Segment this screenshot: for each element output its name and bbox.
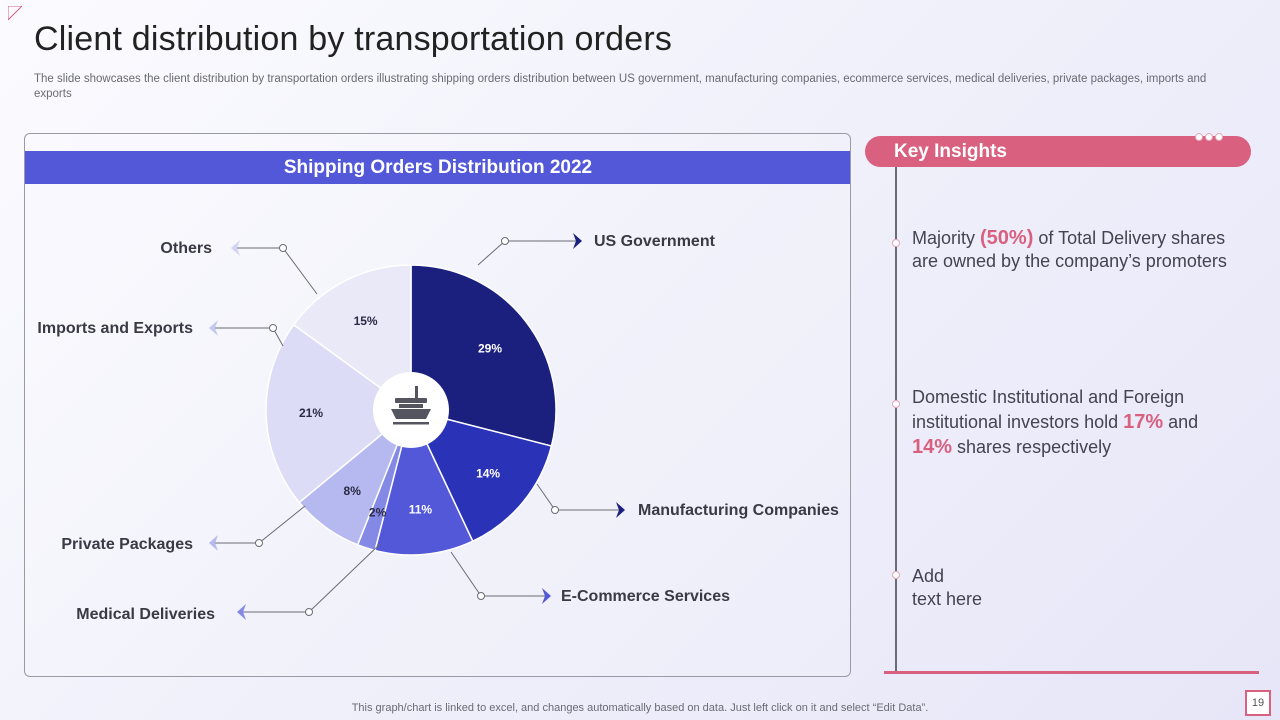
slice-value-label: 11% (409, 503, 433, 517)
category-label: Private Packages (61, 536, 193, 553)
pie-slice-5[interactable] (265, 323, 413, 504)
insights-timeline (895, 167, 897, 672)
slice-value-label: 29% (478, 342, 502, 356)
chart-title: Shipping Orders Distribution 2022 (25, 151, 850, 184)
slice-value-label: 2% (369, 506, 387, 520)
leader-line (213, 505, 306, 544)
leader-node (477, 592, 485, 600)
arrow-icon (231, 240, 240, 256)
cargo-ship-icon (391, 386, 431, 425)
footer-note: This graph/chart is linked to excel, and… (351, 702, 929, 714)
leader-line (477, 240, 578, 266)
leader-node (501, 237, 509, 245)
leader-node (279, 244, 287, 252)
pie-slice-6[interactable] (292, 264, 412, 412)
category-label: US Government (594, 233, 716, 250)
pie-slice-1[interactable] (409, 408, 553, 543)
category-label: Manufacturing Companies (638, 502, 839, 519)
insight-marker (892, 400, 900, 408)
key-insights-header: Key Insights (865, 136, 1251, 167)
page-number: 19 (1245, 690, 1271, 716)
slice-value-label: 15% (354, 314, 378, 328)
arrow-icon (542, 588, 551, 604)
page-subtitle: The slide showcases the client distribut… (34, 73, 1207, 100)
insight-marker (892, 571, 900, 579)
insights-bottom-rule (884, 671, 1259, 674)
insight-item-2: Domestic Institutional and Foreign insti… (912, 387, 1199, 458)
pie-chart[interactable]: 29% 14% 11% 2% 8% 21% 15% US Government Manufact… (25, 134, 851, 677)
pie-slice-2[interactable] (374, 407, 474, 556)
slice-value-label: 21% (299, 406, 323, 420)
slice-value-label: 8% (344, 484, 362, 498)
insight-item-3[interactable]: Add text here (912, 566, 983, 609)
leader-line (450, 551, 547, 597)
key-insights-panel: Key Insights Majority (50%) of Total Del… (864, 133, 1264, 678)
arrow-icon (616, 502, 625, 518)
category-label: Medical Deliveries (76, 606, 215, 623)
leader-node (255, 539, 263, 547)
corner-triangle-icon (8, 6, 22, 20)
insight-marker (892, 239, 900, 247)
arrow-icon (209, 320, 218, 336)
arrow-icon (573, 233, 582, 249)
category-label: Imports and Exports (37, 320, 193, 337)
slice-value-label: 14% (476, 467, 500, 481)
arrow-icon (237, 604, 246, 620)
page-title: Client distribution by transportation or… (34, 20, 673, 58)
leader-node (269, 324, 277, 332)
leader-node (551, 506, 559, 514)
leader-line (536, 483, 621, 511)
category-label: E-Commerce Services (561, 588, 730, 605)
leader-line (241, 543, 381, 613)
arrow-icon (209, 535, 218, 551)
insight-item-1: Majority (50%) of Total Delivery shares … (912, 227, 1227, 271)
leader-line (235, 247, 318, 295)
ellipsis-dots-icon (1195, 133, 1223, 141)
leader-node (305, 608, 313, 616)
chart-panel: Shipping Orders Distribution 2022 29% 14%… (24, 133, 851, 677)
category-label: Others (160, 240, 212, 257)
